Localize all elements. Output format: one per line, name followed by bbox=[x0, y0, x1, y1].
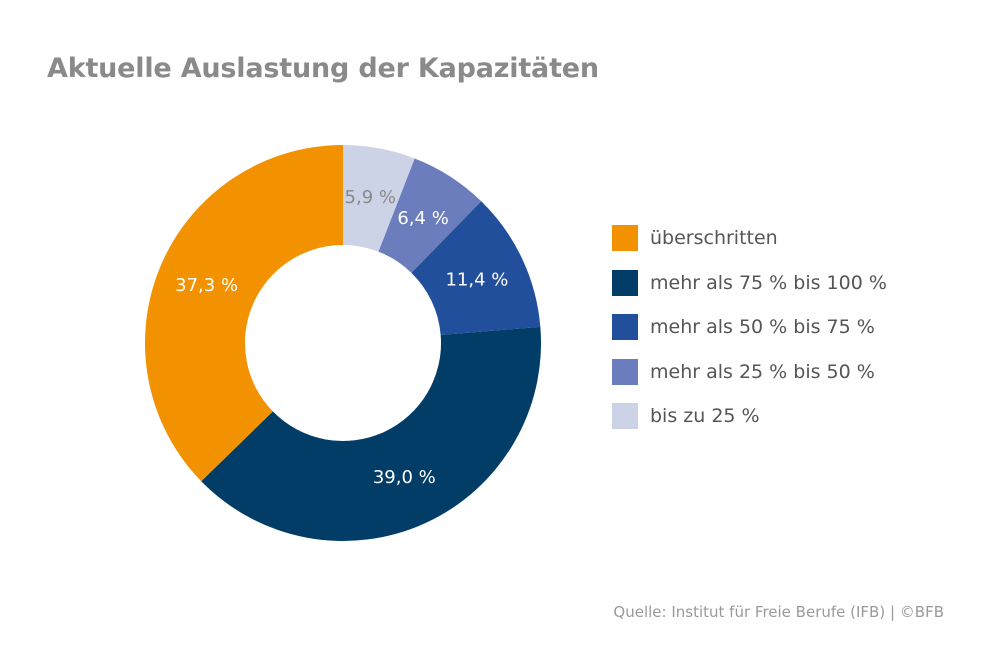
legend-item-0: überschritten bbox=[612, 224, 887, 252]
legend-swatch bbox=[612, 225, 638, 251]
legend-item-2: mehr als 50 % bis 75 % bbox=[612, 313, 887, 341]
legend-item-4: bis zu 25 % bbox=[612, 402, 887, 430]
legend-swatch bbox=[612, 403, 638, 429]
slice-value-label-1: 6,4 % bbox=[397, 208, 448, 229]
legend-item-1: mehr als 75 % bis 100 % bbox=[612, 269, 887, 297]
slice-value-label-0: 5,9 % bbox=[345, 187, 396, 208]
legend-label: mehr als 75 % bis 100 % bbox=[650, 271, 887, 294]
legend-label: überschritten bbox=[650, 227, 778, 249]
donut-slice-1 bbox=[378, 158, 482, 273]
legend-item-3: mehr als 25 % bis 50 % bbox=[612, 358, 887, 386]
legend-label: mehr als 50 % bis 75 % bbox=[650, 316, 875, 338]
legend-label: bis zu 25 % bbox=[650, 405, 760, 427]
slice-value-label-4: 37,3 % bbox=[175, 275, 238, 296]
legend-label: mehr als 25 % bis 50 % bbox=[650, 360, 875, 383]
legend-swatch bbox=[612, 358, 638, 385]
donut-slice-4 bbox=[145, 145, 343, 482]
chart-legend: überschritten mehr als 75 % bis 100 % mehr… bbox=[612, 224, 887, 447]
source-note: Quelle: Institut für Freie Berufe (IFB) … bbox=[613, 603, 944, 621]
legend-swatch bbox=[612, 269, 638, 296]
donut-slice-3 bbox=[201, 326, 542, 541]
chart-title: Aktuelle Auslastung der Kapazitäten bbox=[47, 53, 599, 84]
donut-slice-0 bbox=[343, 145, 415, 252]
slice-value-label-3: 39,0 % bbox=[373, 467, 436, 488]
donut-slice-2 bbox=[411, 201, 541, 336]
legend-swatch bbox=[612, 314, 638, 340]
slice-value-label-2: 11,4 % bbox=[445, 269, 508, 290]
